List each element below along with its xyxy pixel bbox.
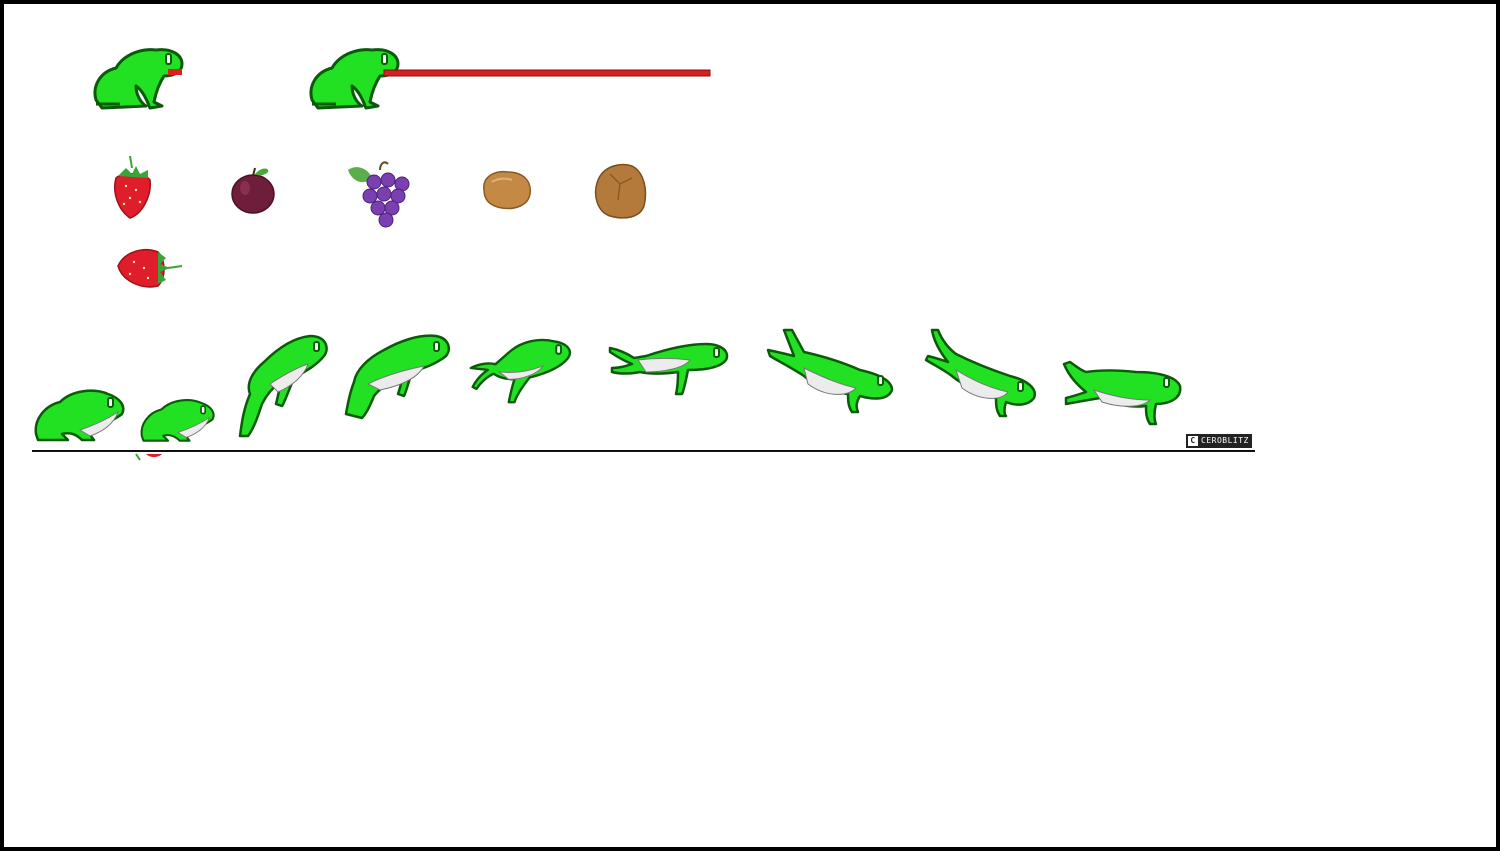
frog-tongue-extended [309, 48, 711, 110]
frog-jump-frame-2 [140, 399, 215, 442]
plum-icon [231, 167, 275, 214]
frog-jump-frame-5 [469, 338, 572, 404]
frog-tongue-short [93, 48, 184, 110]
large-rock-icon [594, 163, 647, 219]
copyright-icon: C [1188, 436, 1198, 446]
frog-jump-frame-1 [34, 389, 125, 442]
watermark-text: CEROBLITZ [1201, 436, 1249, 445]
frog-jump-frame-7 [766, 328, 894, 414]
frog-jump-frame-4 [344, 334, 450, 420]
frog-jump-frame-8 [924, 328, 1037, 418]
strawberry-icon [114, 155, 151, 219]
frog-jump-frame-6 [608, 342, 729, 396]
strawberry-fragment-icon [135, 453, 162, 461]
ground-line [32, 450, 1255, 452]
small-rock-icon [483, 170, 531, 210]
grapes-icon [348, 161, 410, 228]
frog-jump-frame-3 [238, 334, 328, 438]
watermark: C CEROBLITZ [1186, 434, 1252, 448]
strawberry-sideways-icon [117, 248, 183, 288]
frog-jump-frame-9 [1062, 360, 1182, 426]
